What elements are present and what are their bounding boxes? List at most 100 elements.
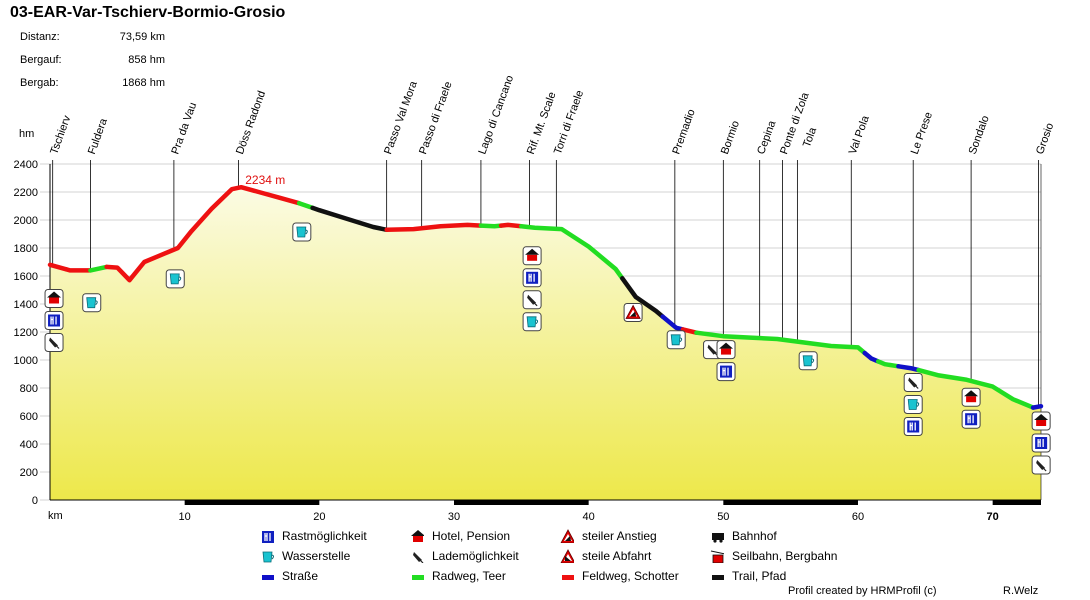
- waypoint-label: Grosio: [1034, 121, 1056, 156]
- x-tick-label: 70: [987, 511, 999, 523]
- hotel-icon: [44, 289, 64, 308]
- stat-ascent: Bergauf: 858 hm: [20, 54, 165, 77]
- road-icon: [262, 575, 274, 580]
- profile-segment-road: [1030, 403, 1044, 410]
- legend-label: Straße: [282, 569, 319, 583]
- y-tick-label: 2000: [14, 215, 38, 227]
- route-stats: Distanz: 73,59 km Bergauf: 858 hm Bergab…: [20, 31, 165, 100]
- hotel-icon: [411, 530, 424, 542]
- profile-segment-bike: [478, 223, 504, 229]
- charge-icon: [413, 552, 424, 563]
- y-tick-label: 0: [32, 495, 38, 507]
- hotel-icon: [961, 387, 981, 407]
- steep_up-icon: [560, 529, 574, 543]
- waypoint-label: Passo di Fraele: [417, 80, 454, 156]
- stat-distance: Distanz: 73,59 km: [20, 31, 165, 54]
- steep_down-icon: [560, 549, 574, 563]
- y-tick-label: 2200: [14, 187, 38, 199]
- water-icon: [82, 293, 102, 313]
- profile-segment-gravel: [498, 222, 524, 229]
- waypoint-label: Le Prese: [909, 111, 935, 156]
- steep_down-icon: [560, 549, 574, 563]
- hotel-icon: [1031, 411, 1051, 431]
- water-icon: [262, 551, 274, 563]
- profile-segment-gravel: [680, 327, 699, 335]
- food-icon: [1031, 433, 1051, 453]
- x-tick-label: 60: [852, 511, 864, 523]
- waypoint-label: Pra da Vau: [169, 101, 199, 156]
- stat-descent: Bergab: 1868 hm: [20, 77, 165, 100]
- y-tick-label: 1400: [14, 299, 38, 311]
- profile-segment-gravel: [47, 262, 69, 272]
- profile-segment-gravel: [384, 222, 484, 233]
- water-icon: [292, 222, 312, 242]
- water-icon: [262, 551, 274, 563]
- stat-descent-label: Bergab:: [20, 77, 59, 89]
- gravel-icon: [562, 575, 574, 580]
- legend-label: Trail, Pfad: [732, 569, 787, 583]
- y-tick-label: 400: [20, 439, 38, 451]
- profile-segment-road: [896, 364, 921, 373]
- km-scale-bar: [723, 500, 858, 505]
- legend-label: Rastmöglichkeit: [282, 529, 367, 543]
- food-icon: [716, 362, 736, 382]
- stat-descent-value: 1868 hm: [122, 77, 165, 89]
- steep_up-icon: [623, 303, 643, 322]
- profile-segment-bike: [875, 359, 901, 369]
- waypoint-label: Sondalo: [967, 114, 992, 156]
- y-tick-label: 200: [20, 467, 38, 479]
- y-tick-label: 1800: [14, 243, 38, 255]
- y-tick-label: 1600: [14, 271, 38, 283]
- train-icon: [712, 533, 724, 543]
- stat-ascent-label: Bergauf:: [20, 54, 62, 66]
- waypoint-label: Döss Radond: [234, 89, 268, 156]
- waypoint-label: Lago di Cancano: [476, 74, 516, 156]
- y-tick-label: 1200: [14, 327, 38, 339]
- waypoint-label: Cepina: [755, 118, 779, 156]
- food-icon: [522, 268, 542, 288]
- waypoint-label: Val Pola: [847, 113, 872, 156]
- y-tick-label: 600: [20, 411, 38, 423]
- waypoint-label: Passo Val Mora: [382, 79, 420, 156]
- x-tick-label: 50: [717, 511, 729, 523]
- stat-ascent-value: 858 hm: [128, 54, 165, 66]
- water-icon: [522, 312, 542, 332]
- water-icon: [798, 351, 818, 371]
- y-axis-label: hm: [19, 128, 35, 140]
- stat-distance-value: 73,59 km: [119, 31, 165, 43]
- waypoint-label: Bormio: [719, 119, 742, 156]
- chart-title: 03-EAR-Var-Tschierv-Bormio-Grosio: [10, 4, 286, 21]
- train-icon: [712, 533, 724, 543]
- food-icon: [44, 311, 64, 330]
- km-scale-bar: [453, 500, 589, 505]
- cable-icon: [710, 550, 724, 563]
- waypoint-label: Premadio: [670, 108, 697, 156]
- x-axis-label: km: [48, 510, 63, 522]
- legend-label: Hotel, Pension: [432, 529, 511, 543]
- profile-segment-gravel: [104, 184, 302, 283]
- legend-label: Wasserstelle: [282, 549, 351, 563]
- stat-distance-label: Distanz:: [20, 31, 60, 43]
- profile-segment-bike: [694, 330, 867, 356]
- profile-segment-bike: [916, 367, 1036, 410]
- charge-icon: [522, 290, 542, 310]
- profile-segment-bike: [88, 264, 109, 273]
- footer-credit: Profil created by HRMProfil (c): [788, 585, 937, 597]
- footer-author: R.Welz: [1003, 585, 1039, 597]
- x-tick-label: 10: [179, 511, 191, 523]
- water-icon: [165, 269, 185, 289]
- x-tick-label: 30: [448, 511, 460, 523]
- waypoint-label: Tschierv: [48, 114, 73, 156]
- charge-icon: [44, 333, 64, 352]
- km-scale-bar: [992, 500, 1041, 505]
- charge-icon: [903, 373, 923, 392]
- hotel-icon: [716, 340, 736, 360]
- waypoint-label: Fuldera: [86, 116, 110, 156]
- legend-label: Radweg, Teer: [432, 569, 506, 583]
- km-scale-bar: [184, 500, 320, 505]
- x-tick-label: 40: [583, 511, 595, 523]
- legend-label: Feldweg, Schotter: [582, 569, 679, 583]
- legend-label: steile Abfahrt: [582, 549, 652, 563]
- legend-label: steiler Anstieg: [582, 529, 657, 543]
